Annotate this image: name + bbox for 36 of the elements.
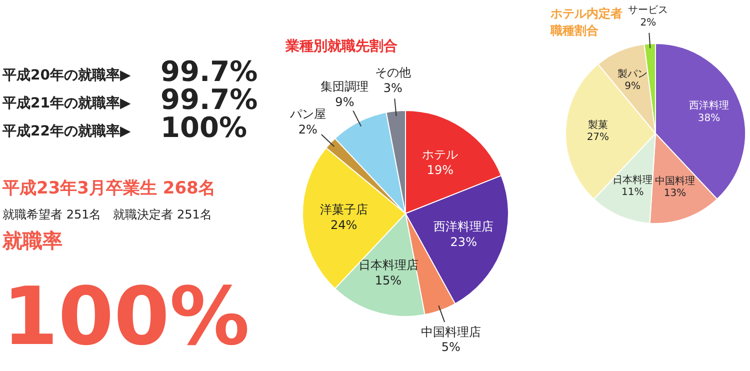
data-label: 38% [698,112,720,124]
slice-label: サービス [628,5,668,16]
data-label: 9% [624,81,641,92]
text: 就職率 [2,228,62,252]
text: 平成21年の就職率▶ [2,94,131,112]
data-label: 11% [622,186,644,198]
data-label: 13% [664,188,686,200]
slice-label: 製菓 [588,119,608,132]
text: 平成20年の就職率▶ [2,66,131,84]
data-label: 19% [426,163,454,178]
data-label: 15% [374,274,402,288]
slice-label: 西洋料理 [689,100,730,112]
slice-label: 集団調理 [320,79,369,94]
slice-label: 中国料理店 [420,324,481,339]
slice-label: パン屋 [288,107,326,122]
text: 100% [2,270,250,363]
data-label: 3% [383,80,402,95]
data-label: 5% [441,340,460,354]
slice-label: 洋菓子店 [320,202,368,217]
data-label: 2% [640,17,656,28]
data-label: 2% [298,122,318,137]
chart-title: 業種別就職先割合 [284,38,398,54]
slice-label: 中国料理 [655,175,696,188]
text: 平成23年3月卒業生 268名 [2,178,216,198]
slice-label: その他 [374,65,411,80]
data-label: 9% [335,94,354,109]
text: 就職希望者 251名 就職決定者 251名 [2,208,212,222]
text: ホテル内定者職種割合 [550,6,622,38]
slice-label: 日本料理店 [358,258,418,272]
data-label: 23% [450,235,477,250]
slice-label: 西洋料理店 [434,220,494,234]
data-label: 24% [330,218,358,232]
slice-label: ホテル [422,148,458,162]
text: 平成22年の就職率▶ [2,122,131,140]
slice-label: 製パン [618,68,648,80]
data-label: 27% [586,132,610,144]
